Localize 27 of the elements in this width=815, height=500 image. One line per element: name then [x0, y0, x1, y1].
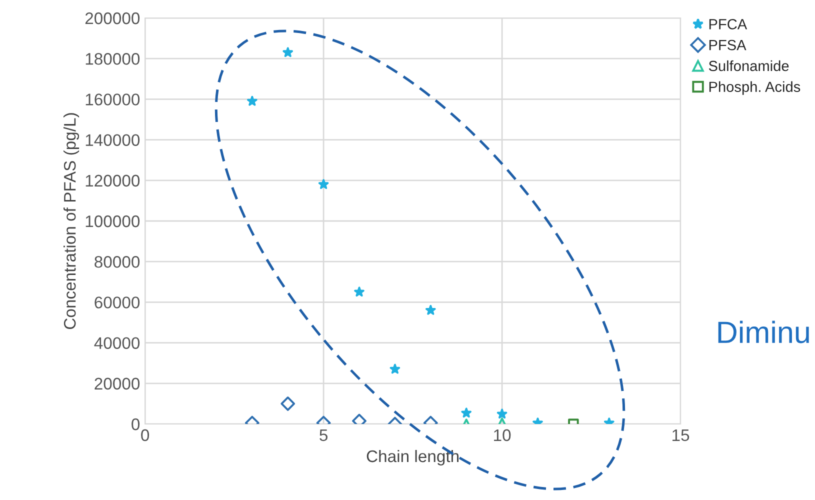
y-tick-label: 0 [132, 418, 140, 430]
x-tick-label: 0 [141, 429, 150, 442]
legend-label: Phosph. Acids [709, 81, 800, 95]
y-tick-label: 100000 [86, 215, 140, 228]
y-tick-label: 80000 [94, 256, 140, 268]
point [354, 286, 364, 297]
y-tick-label: 120000 [86, 174, 140, 187]
legend-label: PFCA [709, 19, 748, 30]
y-tick-label: 160000 [86, 94, 140, 106]
point [282, 47, 294, 58]
x-axis-title: Chain length [366, 450, 459, 466]
y-tick-label: 180000 [86, 53, 140, 65]
point [425, 304, 436, 315]
point [318, 179, 329, 189]
x-tick-label: 15 [672, 429, 690, 442]
x-tick-label: 10 [494, 429, 511, 442]
y-tick-label: 20000 [94, 378, 140, 390]
y-tick-label: 40000 [94, 337, 140, 350]
y-tick-label: 200000 [85, 12, 140, 24]
x-tick-label: 5 [320, 429, 328, 442]
text: Diminu [718, 320, 809, 344]
y-axis-title: Concentration of PFAS (pg/L) [64, 113, 80, 330]
y-tick-label: 140000 [86, 134, 140, 146]
point [247, 96, 258, 106]
legend-label: Sulfonamide [708, 60, 789, 72]
y-tick-label: 60000 [94, 296, 140, 308]
legend-label: PFSA [709, 40, 746, 50]
